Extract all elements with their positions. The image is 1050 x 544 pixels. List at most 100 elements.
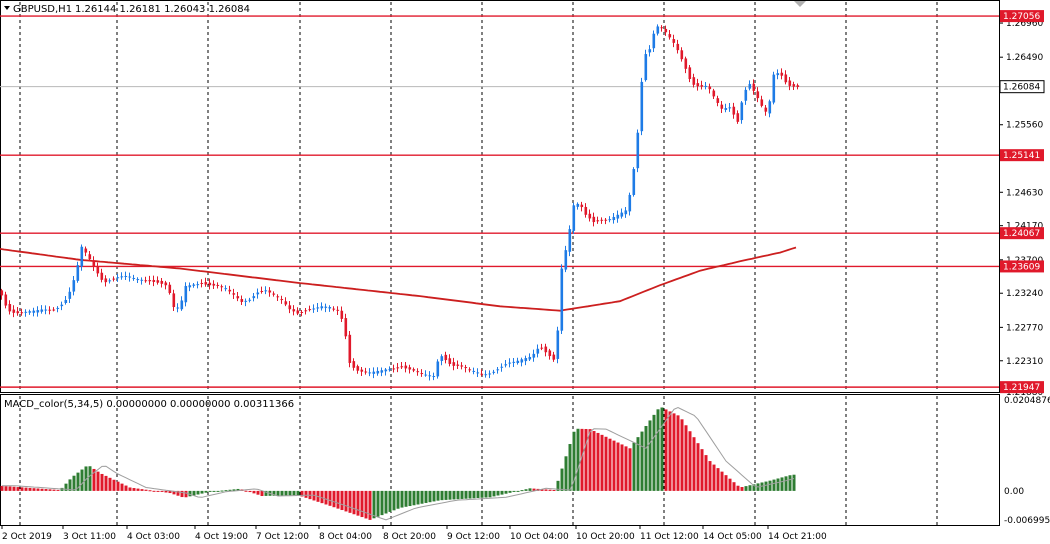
macd-bar <box>44 489 48 491</box>
price-axis[interactable]: 1.269601.264901.255601.246301.241701.237… <box>999 10 1045 398</box>
candle-body <box>264 290 268 292</box>
candle-body <box>492 371 496 373</box>
time-tick-label: 11 Oct 12:00 <box>640 532 699 542</box>
macd-bar <box>156 490 160 492</box>
candle-body <box>64 299 68 304</box>
grid-lines <box>0 2 999 525</box>
macd-bar <box>736 485 740 491</box>
candle-body <box>652 33 656 49</box>
macd-pane[interactable] <box>0 394 1000 526</box>
macd-bar <box>592 431 596 491</box>
macd-bar <box>84 466 88 491</box>
candle-body <box>212 283 216 286</box>
candle-body <box>592 216 596 223</box>
time-axis[interactable]: 2 Oct 2019 3 Oct 11:00 4 Oct 03:00 4 Oct 19… <box>1 525 827 542</box>
candlestick-series <box>0 24 800 381</box>
time-tick-label: 4 Oct 03:00 <box>127 532 180 542</box>
macd-bar <box>468 490 472 499</box>
macd-bar <box>208 490 212 492</box>
candle-body <box>412 369 416 371</box>
candle-body <box>216 284 220 286</box>
time-tick-label: 10 Oct 04:00 <box>510 532 569 542</box>
chart-menu-triangle-icon[interactable] <box>4 6 10 10</box>
macd-bar <box>788 475 792 491</box>
time-tick-label: 14 Oct 21:00 <box>768 532 827 542</box>
time-tick-label: 14 Oct 05:00 <box>703 532 762 542</box>
candle-body <box>784 74 788 83</box>
price-pane[interactable] <box>0 0 1000 393</box>
candle-body <box>80 246 84 267</box>
candle-body <box>596 220 600 222</box>
candle-body <box>188 285 192 288</box>
macd-bar <box>356 490 360 516</box>
candle-body <box>564 250 568 270</box>
candle-body <box>456 364 460 366</box>
macd-bar <box>772 479 776 491</box>
candle-body <box>600 219 604 221</box>
candle-body <box>304 310 308 312</box>
macd-bar <box>480 490 484 498</box>
macd-bar <box>684 425 688 491</box>
candle-body <box>340 310 344 319</box>
horizontal-levels[interactable] <box>0 15 999 388</box>
candle-body <box>764 107 768 112</box>
macd-bar <box>688 431 692 491</box>
candle-body <box>768 101 772 114</box>
candle-body <box>276 296 280 298</box>
macd-bar <box>40 488 44 491</box>
macd-bar <box>20 487 24 491</box>
candle-body <box>540 347 544 349</box>
candle-body <box>152 279 156 282</box>
macd-header: MACD_color(5,34,5) 0.00000000 0.00000000… <box>4 399 294 410</box>
macd-bar <box>548 489 552 491</box>
macd-bar <box>484 490 488 498</box>
candle-body <box>16 311 20 314</box>
macd-bar <box>196 490 200 495</box>
candle-body <box>792 84 796 87</box>
macd-bar <box>644 426 648 491</box>
macd-bar <box>776 478 780 491</box>
candle-body <box>508 362 512 364</box>
macd-bar <box>304 490 308 498</box>
candle-body <box>200 282 204 284</box>
macd-bar <box>224 490 228 492</box>
candle-body <box>452 362 456 366</box>
candle-body <box>624 210 628 215</box>
macd-bar <box>164 490 168 493</box>
macd-bar <box>180 490 184 498</box>
macd-bar <box>488 490 492 498</box>
macd-bar <box>88 466 92 491</box>
price-tick-label: 1.22770 <box>1006 323 1043 333</box>
chart-shift-triangle-icon[interactable] <box>794 1 806 7</box>
candle-body <box>72 280 76 292</box>
macd-bar <box>408 490 412 507</box>
macd-bar <box>464 490 468 499</box>
candle-body <box>608 219 612 221</box>
candle-body <box>468 369 472 371</box>
candle-body <box>140 279 144 281</box>
candle-body <box>772 74 776 103</box>
macd-bar <box>636 437 640 491</box>
macd-bar <box>108 477 112 491</box>
macd-bar <box>276 490 280 496</box>
macd-bar <box>460 490 464 499</box>
candle-body <box>20 312 24 314</box>
macd-bar <box>712 464 716 491</box>
macd-axis[interactable]: 0.0204876 0.00 -0.006995 <box>1004 396 1050 526</box>
candle-body <box>228 289 232 292</box>
macd-bar <box>64 483 68 491</box>
macd-bar <box>12 486 16 491</box>
candle-body <box>32 310 36 313</box>
macd-bar <box>320 490 324 504</box>
candle-body <box>532 353 536 358</box>
macd-bar <box>216 490 220 492</box>
macd-bar <box>600 434 604 491</box>
macd-bar <box>528 488 532 491</box>
macd-bar <box>792 474 796 491</box>
candle-body <box>380 370 384 373</box>
macd-bar <box>92 468 96 491</box>
candle-body <box>604 219 608 221</box>
macd-bar <box>292 490 296 496</box>
candle-body <box>128 276 132 278</box>
